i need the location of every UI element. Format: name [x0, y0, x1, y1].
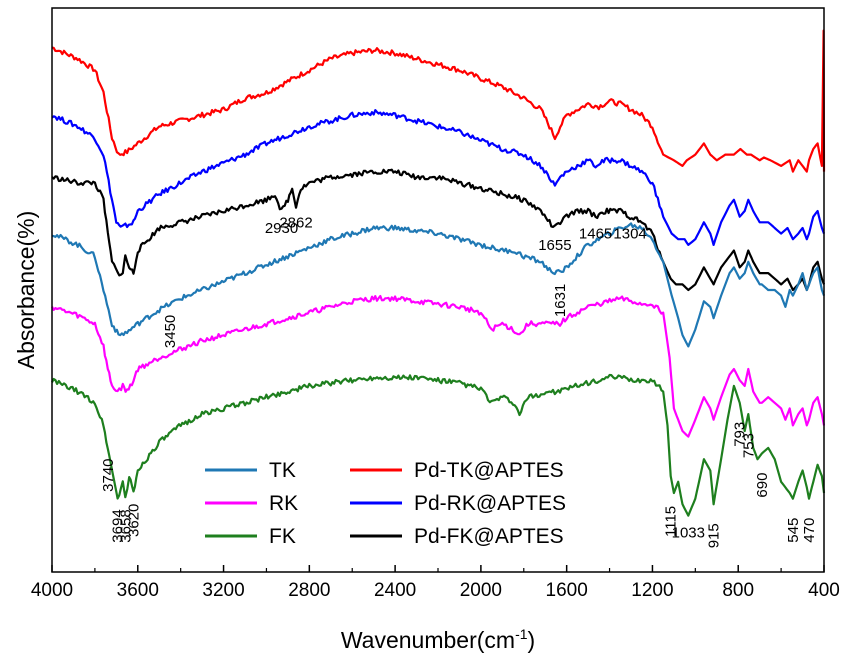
peak-label-3450: 3450: [162, 315, 179, 348]
peak-label-2862: 2862: [279, 214, 312, 231]
x-tick-label-800: 800: [722, 580, 754, 601]
peak-label-1115: 1115: [663, 506, 680, 537]
x-tick-label-2800: 2800: [288, 580, 330, 601]
legend-label-fk: FK: [269, 525, 296, 548]
x-tick-label-1200: 1200: [631, 580, 673, 601]
peak-label-3658: 3658: [117, 509, 134, 542]
x-tick-label-4000: 4000: [31, 580, 73, 601]
peak-label-2930: 2930: [265, 220, 298, 237]
x-axis-title-sup: -1: [515, 626, 528, 642]
series-line-tk: [51, 222, 826, 348]
peak-label-3740: 3740: [100, 459, 117, 492]
x-axis-ticks: 4000 3600 3200 2800 2400 2000 1600 1200 800 400: [31, 565, 840, 601]
peak-label-545: 545: [785, 518, 802, 543]
x-tick-label-2000: 2000: [460, 580, 502, 601]
peak-label-3620: 3620: [126, 504, 143, 537]
peak-label-1655: 1655: [538, 237, 571, 254]
peak-label-3694: 3694: [110, 509, 127, 542]
legend-label-tk: TK: [269, 459, 296, 482]
x-axis-title-end: ): [528, 627, 536, 653]
x-tick-label-3200: 3200: [202, 580, 244, 601]
series-line-rk: [51, 294, 826, 438]
series-layer: [51, 29, 826, 517]
legend: TK RK FK Pd-TK@APTES Pd-RK@APTES Pd-FK@APTES: [205, 459, 566, 548]
plot-frame: [51, 7, 825, 573]
series-line-pd-fk-aptes: [51, 168, 826, 292]
y-axis-title: Absorbance(%): [13, 211, 39, 370]
x-tick-label-1600: 1600: [546, 580, 588, 601]
x-tick-label-2400: 2400: [374, 580, 416, 601]
legend-label-pd-tk-aptes: Pd-TK@APTES: [414, 459, 564, 482]
peak-label-1033: 1033: [672, 525, 705, 542]
series-line-pd-tk-aptes: [51, 29, 826, 173]
series-line-fk: [51, 373, 826, 517]
peak-label-915: 915: [706, 523, 723, 548]
legend-label-pd-fk-aptes: Pd-FK@APTES: [414, 525, 564, 548]
legend-label-pd-rk-aptes: Pd-RK@APTES: [414, 492, 566, 515]
x-axis-title: Wavenumber(cm-1): [341, 626, 535, 653]
x-tick-label-400: 400: [808, 580, 840, 601]
peak-label-1631: 1631: [552, 284, 569, 317]
peak-label-470: 470: [801, 518, 818, 543]
peak-label-1304: 1304: [613, 226, 646, 243]
x-tick-label-3600: 3600: [117, 580, 159, 601]
series-line-pd-rk-aptes: [51, 109, 826, 246]
peak-label-753: 753: [740, 433, 757, 458]
peak-label-1465: 1465: [579, 226, 612, 243]
peak-label-690: 690: [754, 473, 771, 498]
x-axis-title-main: Wavenumber(cm: [341, 627, 515, 653]
legend-label-rk: RK: [269, 492, 298, 515]
peak-label-793: 793: [732, 422, 749, 447]
